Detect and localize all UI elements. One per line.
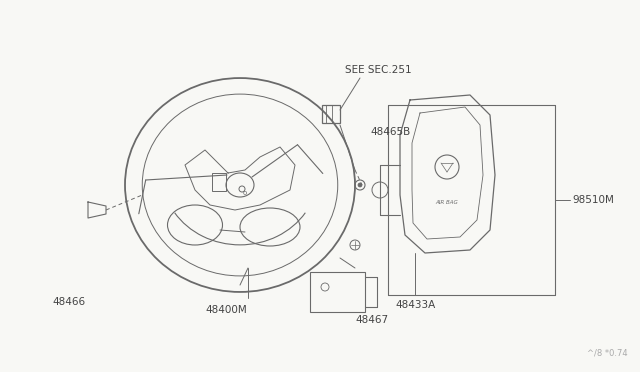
Text: AIR BAG: AIR BAG: [436, 201, 458, 205]
Text: 48433A: 48433A: [395, 300, 435, 310]
Text: SEE SEC.251: SEE SEC.251: [345, 65, 412, 75]
Text: 48400M: 48400M: [205, 305, 247, 315]
Bar: [310, 272, 365, 312]
Text: 48465B: 48465B: [370, 127, 410, 137]
Bar: [212, 173, 226, 191]
Text: 48466: 48466: [52, 297, 85, 307]
Text: ^/8 *0.74: ^/8 *0.74: [588, 349, 628, 358]
Text: 48467: 48467: [355, 315, 388, 325]
Text: 98510M: 98510M: [572, 195, 614, 205]
Bar: [322, 105, 340, 123]
Circle shape: [358, 183, 362, 187]
Text: o: o: [243, 190, 247, 196]
